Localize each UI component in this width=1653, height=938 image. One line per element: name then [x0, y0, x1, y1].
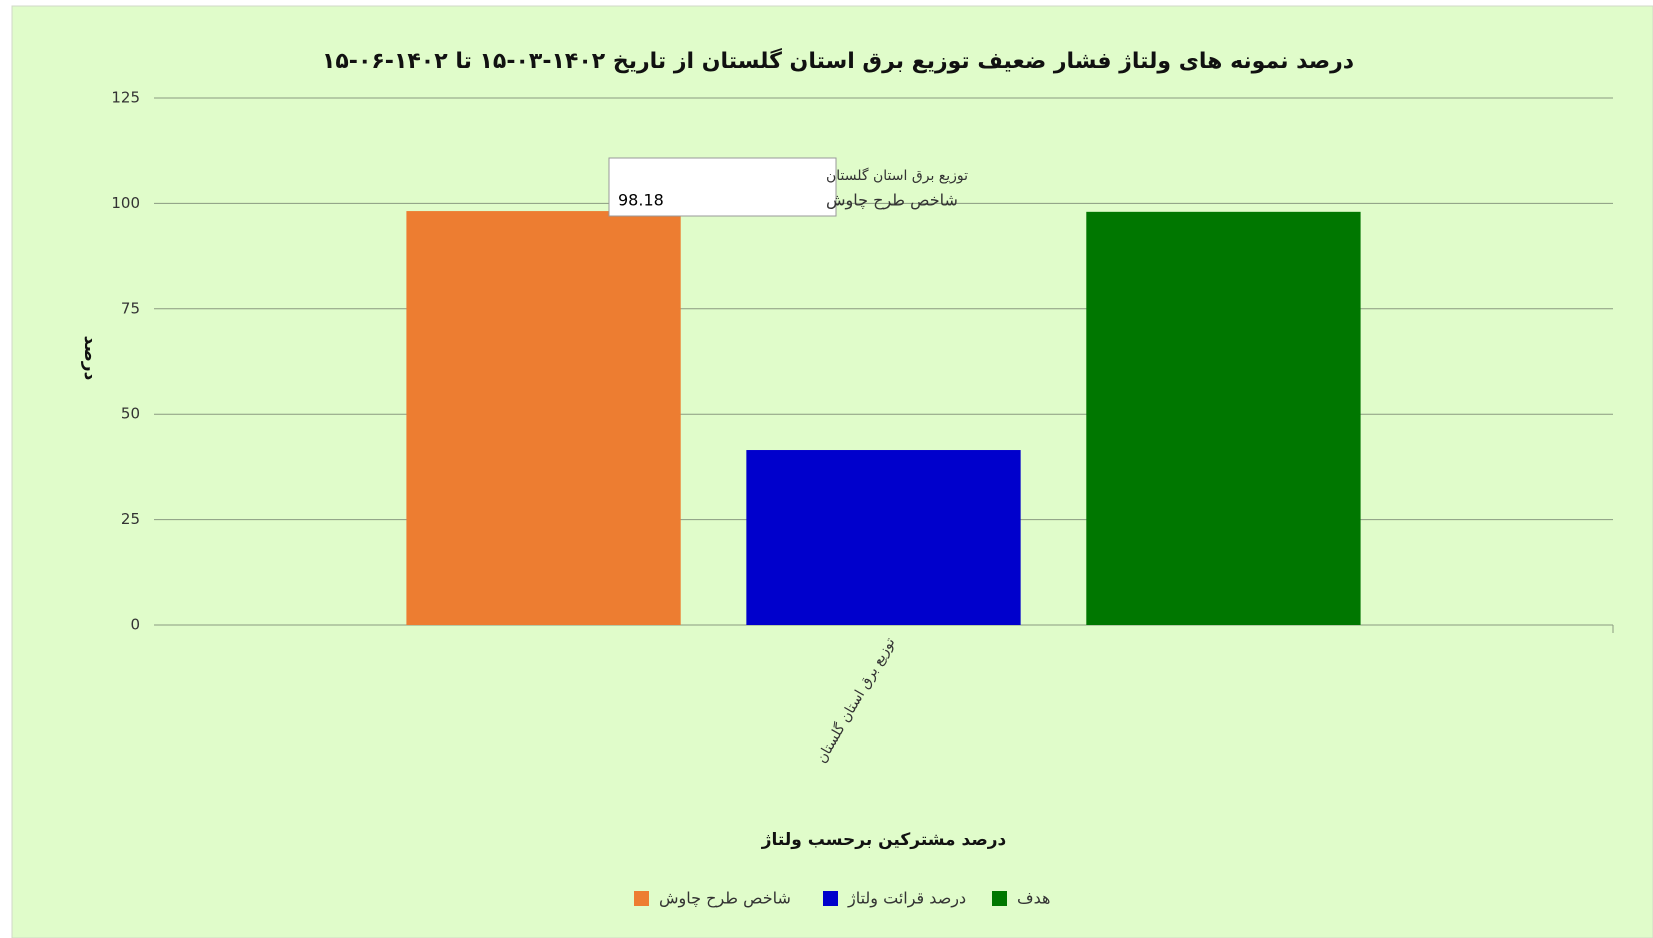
y-tick-label: 125 — [111, 89, 140, 107]
y-tick-label: 100 — [111, 194, 140, 212]
bar — [746, 450, 1021, 625]
legend-label: هدف — [1017, 889, 1050, 908]
plot-area: 0 25 50 75 100 125 توزیع برق استان گلستان — [111, 89, 1614, 766]
tooltip-series: شاخص طرح چاوش — [826, 191, 958, 211]
chart-title: درصد نمونه های ولتاژ فشار ضعیف توزیع برق… — [322, 47, 1354, 74]
bar — [406, 211, 681, 625]
y-tick-label: 25 — [121, 510, 140, 528]
tooltip-box — [608, 157, 837, 217]
tooltip-category: توزیع برق استان گلستان — [826, 167, 968, 184]
tooltip: توزیع برق استان گلستان شاخص طرح چاوش 98.18 — [608, 157, 968, 217]
legend-swatch — [634, 891, 649, 906]
legend: شاخص طرح چاوش درصد قرائت ولتاژ هدف — [634, 889, 1050, 909]
legend-swatch — [992, 891, 1007, 906]
y-tick-label: 0 — [130, 616, 140, 634]
x-axis-title: درصد مشترکین برحسب ولتاژ — [761, 830, 1007, 850]
tooltip-value: 98.18 — [618, 191, 664, 210]
legend-label: شاخص طرح چاوش — [659, 889, 791, 909]
y-tick-label: 75 — [121, 299, 140, 317]
legend-swatch — [823, 891, 838, 906]
y-tick-label: 50 — [121, 405, 140, 423]
legend-label: درصد قرائت ولتاژ — [847, 889, 966, 909]
bar — [1086, 211, 1361, 625]
y-axis-title: درصد — [80, 336, 100, 381]
